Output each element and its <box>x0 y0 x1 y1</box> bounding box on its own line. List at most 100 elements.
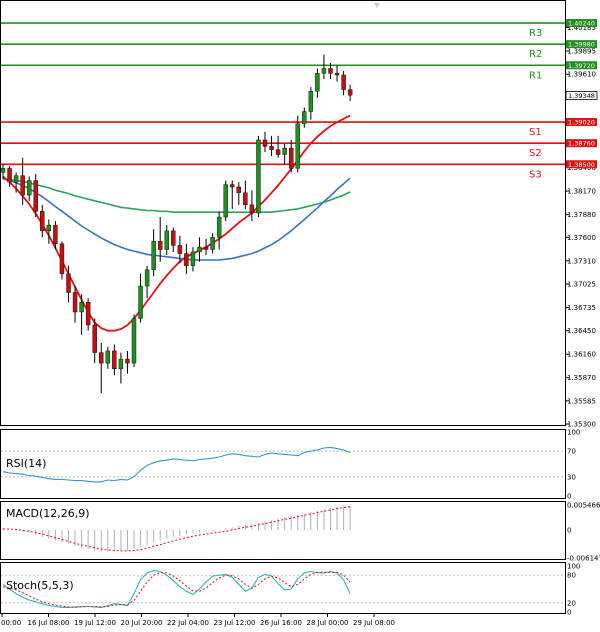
candle-bear <box>40 211 45 232</box>
level-price-tag <box>566 160 597 169</box>
price-tick-label: 1.40185 <box>567 24 596 32</box>
x-tick-label: 00:00 <box>1 619 21 627</box>
candle-bull <box>223 184 228 218</box>
candle-bull <box>0 168 6 173</box>
candle-bear <box>72 292 78 313</box>
candle-bull <box>138 285 143 319</box>
price-tick-label: 1.39895 <box>567 48 596 56</box>
candle-bull <box>118 358 124 370</box>
candle-bear <box>262 139 268 147</box>
candle-bear <box>112 350 117 370</box>
candle-bear <box>275 149 281 155</box>
price-plot: 1.401851.398951.396101.393301.387501.384… <box>0 19 598 429</box>
ma-mid-line <box>2 177 351 261</box>
candle-bear <box>230 184 235 188</box>
candle-bear <box>20 175 25 196</box>
candle-bear <box>99 352 104 364</box>
level-price-tag <box>566 40 597 49</box>
candle-bear <box>249 204 255 214</box>
candle-bull <box>13 175 19 183</box>
stoch-tick-label: 0 <box>567 609 571 617</box>
level-name-r1: R1 <box>529 70 542 81</box>
candle-bull <box>144 269 150 287</box>
x-tick-label: 29 Jul 08:00 <box>353 619 395 627</box>
level-price-label: 1.39020 <box>568 119 595 127</box>
candle-bear <box>125 358 130 364</box>
x-tick-label: 22 Jul 04:00 <box>167 619 209 627</box>
candle-bull <box>46 224 52 232</box>
price-tick-label: 1.37600 <box>567 234 596 242</box>
candle-bull <box>295 123 300 169</box>
candle-bull <box>197 246 202 253</box>
price-tick-label: 1.35585 <box>567 397 596 405</box>
candle-bear <box>269 146 274 150</box>
price-tick-label: 1.38170 <box>567 188 596 196</box>
ma-slow-line <box>2 178 351 213</box>
candle-bull <box>79 302 84 313</box>
candle-bear <box>53 224 58 245</box>
candle-bull <box>256 139 261 214</box>
stoch-tick-label: 80 <box>567 572 576 580</box>
candle-bear <box>7 168 12 183</box>
candle-bear <box>203 246 209 250</box>
macd-tick-label: -0.006147 <box>567 555 600 563</box>
x-tick-label: 19 Jul 12:00 <box>74 619 116 627</box>
candle-bear <box>289 147 294 169</box>
scroll-shift-marker-icon[interactable] <box>374 3 380 8</box>
price-tick-label: 1.36450 <box>567 327 596 335</box>
stoch-signal-line <box>2 571 351 608</box>
level-name-r3: R3 <box>529 28 542 39</box>
candle-bull <box>308 91 314 112</box>
candle-bear <box>33 180 38 212</box>
candle-bull <box>27 180 32 196</box>
candle-bull <box>210 237 215 250</box>
candle-bull <box>105 350 111 364</box>
macd-signal-line <box>3 506 351 552</box>
price-panel <box>0 0 566 426</box>
price-tick-label: 1.37880 <box>567 211 596 219</box>
price-tick-label: 1.35300 <box>567 421 596 429</box>
x-tick-label: 20 Jul 20:00 <box>121 619 163 627</box>
level-price-tag <box>566 139 597 148</box>
candle-bear <box>184 253 189 266</box>
rsi-tick-label: 0 <box>567 493 571 501</box>
x-tick-label: 26 Jul 16:00 <box>260 619 302 627</box>
current-price-label: 1.39348 <box>568 92 595 100</box>
level-price-label: 1.38500 <box>568 161 595 169</box>
candle-bull <box>321 68 327 74</box>
candle-bear <box>177 245 183 254</box>
candle-bear <box>157 241 163 250</box>
macd-tick-label: 0 <box>567 526 571 534</box>
candle-bear <box>347 89 353 96</box>
rsi-tick-label: 100 <box>567 429 580 437</box>
x-tick-label: 23 Jul 12:00 <box>214 619 256 627</box>
level-name-s1: S1 <box>529 127 542 138</box>
candle-bull <box>164 230 169 250</box>
rsi-plot: 100 70 30 0 <box>1 429 580 501</box>
rsi-panel <box>0 429 566 499</box>
price-tick-label: 1.37025 <box>567 280 596 288</box>
candle-bear <box>59 243 65 275</box>
stoch-name: Stoch(5,5,3) <box>6 579 74 592</box>
level-name-r2: R2 <box>529 49 542 60</box>
level-price-label: 1.38760 <box>568 140 595 148</box>
candle-bull <box>282 147 287 155</box>
current-price-tag <box>565 91 598 100</box>
rsi-line <box>2 446 351 483</box>
level-price-tag <box>566 61 597 70</box>
candle-bear <box>328 68 333 74</box>
price-tick-label: 1.35870 <box>567 374 596 382</box>
stoch-tick-label: 20 <box>567 599 576 607</box>
candle-bear <box>66 273 71 293</box>
candle-bull <box>131 318 137 364</box>
price-tick-label: 1.37310 <box>567 257 596 265</box>
rsi-tick-label: 70 <box>567 448 576 456</box>
rsi-name: RSI(14) <box>6 457 46 470</box>
candle-bull <box>216 216 222 238</box>
macd-name: MACD(12,26,9) <box>6 507 90 520</box>
stoch-main-line <box>2 570 351 608</box>
candle-bear <box>243 192 248 206</box>
candle-bull <box>302 111 307 124</box>
